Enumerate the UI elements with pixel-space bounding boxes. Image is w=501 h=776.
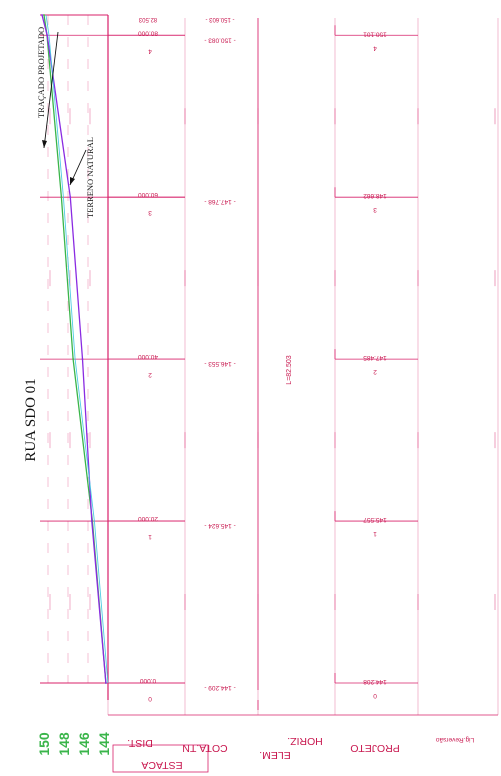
- designed-leader-arrow: [42, 140, 47, 148]
- axis-tick-label: 146: [76, 732, 92, 756]
- cota-tn-value: - 145.624 -: [204, 522, 235, 529]
- cota-tn-value: - 146.553 -: [204, 360, 235, 367]
- natural-terrain-point: [46, 34, 49, 37]
- data-band: 0 0.000 - 144.209 - 144.208 0 1 20.000 - 145.62…: [107, 16, 499, 773]
- projeto-elevation: 147.485: [363, 354, 387, 361]
- axis-tick-label: 144: [96, 732, 112, 756]
- estaca-value: 1: [148, 533, 152, 540]
- dist-value: 80.000: [138, 29, 158, 36]
- projeto-station: 4: [373, 44, 377, 51]
- dist-value: 40.000: [138, 353, 158, 360]
- cota-tn-value: - 150.083 -: [204, 36, 235, 43]
- estaca-header-box: [112, 744, 209, 773]
- projeto-station: 3: [373, 206, 377, 213]
- projeto-elevation: 145.557: [363, 516, 387, 523]
- profile-grid: [40, 14, 185, 700]
- elevation-axis: 150 148 146 144: [36, 732, 112, 756]
- designed-profile-point: [72, 358, 75, 361]
- projeto-station: 0: [373, 692, 377, 699]
- estaca-value: 0: [148, 695, 152, 702]
- projeto-elevation: 148.662: [363, 192, 387, 199]
- natural-terrain-label: TERRENO NATURAL: [85, 137, 95, 218]
- designed-profile-point: [60, 196, 63, 199]
- band-headers: ESTACA DIST. COTA.TN ELEM. HORIZ. PROJET…: [127, 735, 474, 771]
- header-projeto: PROJETO: [350, 742, 399, 754]
- header-dist: DIST.: [127, 737, 153, 749]
- projeto-elevation: 144.208: [363, 678, 387, 685]
- horizontal-element-length: L=82.503: [286, 355, 293, 384]
- header-horiz: HORIZ.: [287, 735, 323, 747]
- dist-value: 20.000: [138, 515, 158, 522]
- estaca-value: 2: [148, 371, 152, 378]
- dist-value: 0.000: [139, 677, 156, 684]
- header-note: Lig.Reversão: [435, 736, 474, 743]
- designed-leader-line: [43, 31, 59, 149]
- natural-terrain-point: [81, 358, 84, 361]
- header-cota-tn: COTA.TN: [182, 742, 227, 754]
- natural-terrain-line: [41, 14, 107, 684]
- secondary-profile-line: [45, 14, 109, 684]
- dist-value: 60.000: [138, 191, 158, 198]
- header-estaca: ESTACA: [141, 759, 182, 771]
- estaca-value: 3: [148, 209, 152, 216]
- designed-profile-label: TRAÇADO PROJETADO: [36, 27, 46, 118]
- natural-terrain-point: [41, 14, 43, 16]
- natural-terrain-point: [105, 682, 107, 684]
- axis-tick-label: 148: [56, 732, 72, 756]
- cota-tn-value: - 147.768 -: [204, 198, 235, 205]
- natural-leader-arrow: [70, 177, 75, 185]
- end-cota-tn-value: - 150.603 -: [205, 16, 234, 22]
- estaca-value: 4: [148, 47, 152, 54]
- profile-series: [41, 14, 109, 684]
- end-dist-value: 82.503: [138, 16, 157, 22]
- designed-profile-point: [43, 14, 45, 16]
- cota-tn-value: - 144.209 -: [204, 684, 235, 691]
- natural-terrain-point: [69, 196, 72, 199]
- projeto-elevation: 150.101: [363, 30, 387, 37]
- annotation-leaders: [42, 31, 87, 186]
- projeto-station: 1: [373, 530, 377, 537]
- axis-tick-label: 150: [36, 732, 52, 756]
- projeto-station: 2: [373, 368, 377, 375]
- drawing-title: RUA SDO 01: [23, 378, 39, 461]
- header-elem: ELEM.: [259, 749, 291, 761]
- natural-terrain-point: [90, 520, 93, 522]
